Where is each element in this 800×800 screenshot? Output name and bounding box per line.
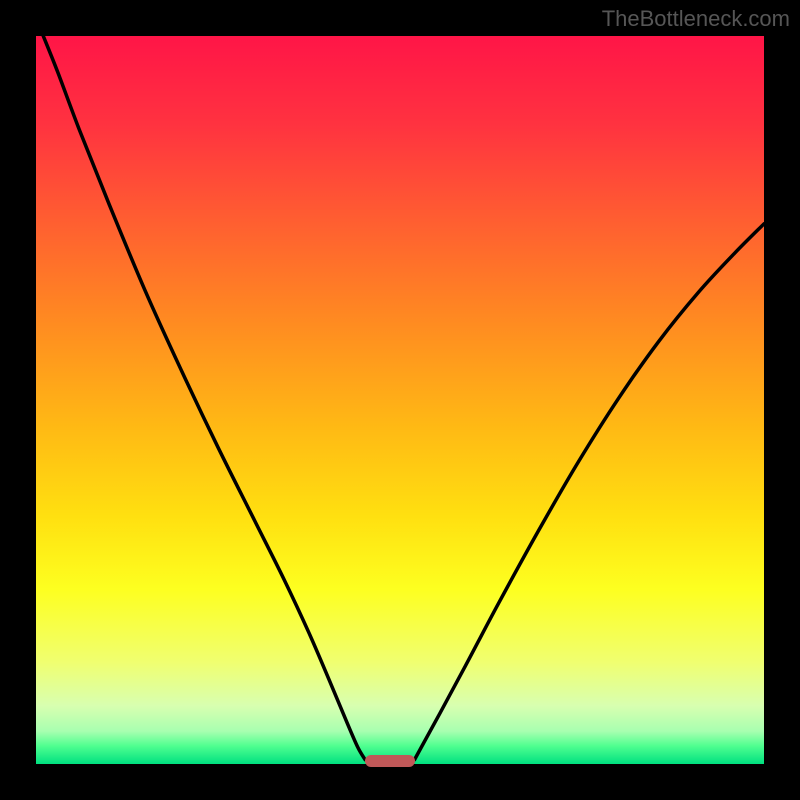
plot-frame	[32, 32, 768, 768]
right-curve	[415, 224, 764, 760]
left-curve	[43, 36, 365, 760]
watermark-text: TheBottleneck.com	[602, 6, 790, 32]
bottleneck-marker	[365, 755, 415, 767]
curve-layer	[36, 36, 764, 764]
chart-root: TheBottleneck.com	[0, 0, 800, 800]
